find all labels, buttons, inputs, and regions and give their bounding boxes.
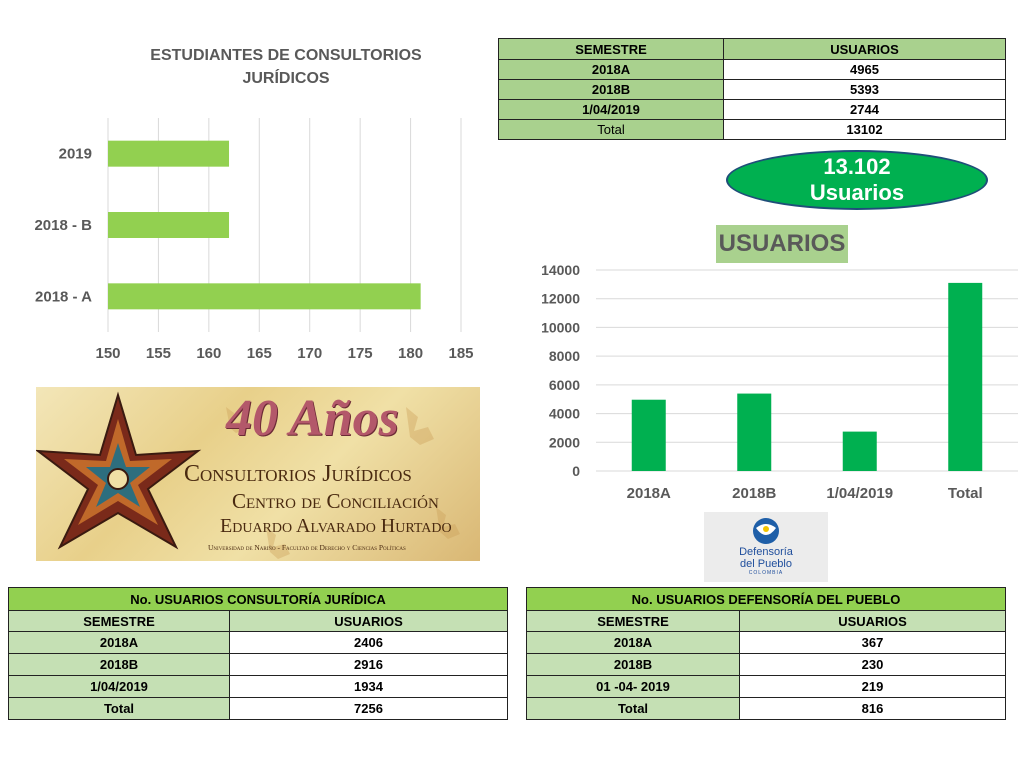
column-header-usuarios: USUARIOS [723, 38, 1006, 60]
y-category-label: 2018 - B [34, 217, 92, 234]
y-tick-label: 4000 [549, 406, 580, 422]
logo-line-universidad: Universidad de Nariño - Facultad de Dere… [208, 543, 406, 552]
defensoria-users-table: No. USUARIOS DEFENSORÍA DEL PUEBLO SEMES… [526, 587, 1006, 720]
table-cell: 2018B [498, 79, 724, 100]
logo-line-consultorios: Consultorios Jurídicos [184, 461, 412, 487]
column-header-usuarios: USUARIOS [739, 610, 1006, 632]
y-tick-label: 14000 [541, 262, 580, 278]
consultoria-users-table: No. USUARIOS CONSULTORÍA JURÍDICA SEMEST… [8, 587, 508, 720]
column-bar [948, 282, 983, 471]
badge-number: 13.102 [823, 154, 891, 179]
table-cell: 816 [739, 697, 1006, 720]
table-cell: Total [526, 697, 740, 720]
star-emblem-icon [36, 391, 460, 559]
table-cell: 5393 [723, 79, 1006, 100]
x-category-label: Total [948, 485, 983, 502]
bar-chart-title-line2: JURÍDICOS [242, 70, 330, 87]
y-tick-label: 12000 [541, 291, 580, 307]
y-tick-label: 2000 [549, 434, 580, 450]
bar-chart-title: ESTUDIANTES DE CONSULTORIOS JURÍDICOS [110, 44, 462, 90]
table-cell: 1934 [229, 675, 508, 698]
table-cell: Total [8, 697, 230, 720]
table-cell: 2406 [229, 631, 508, 654]
total-users-badge: 13.102 Usuarios [726, 150, 988, 210]
x-tick-label: 165 [247, 345, 272, 362]
logo-line-eduardo: Eduardo Alvarado Hurtado [220, 515, 452, 537]
column-chart-title: USUARIOS [716, 225, 848, 263]
table-cell: 01 -04- 2019 [526, 675, 740, 698]
badge-label: Usuarios [809, 180, 905, 205]
y-tick-label: 10000 [541, 319, 580, 335]
table-cell: 1/04/2019 [498, 99, 724, 120]
y-tick-label: 6000 [549, 377, 580, 393]
y-tick-label: 0 [572, 463, 580, 479]
x-category-label: 1/04/2019 [826, 485, 893, 502]
x-tick-label: 185 [448, 345, 473, 362]
table-cell: 2018B [8, 653, 230, 676]
usuarios-summary-table: SEMESTRE USUARIOS 2018A 4965 2018B 5393 … [498, 38, 1006, 140]
column-header-semestre: SEMESTRE [526, 610, 740, 632]
defensoria-logo: Defensoría del Pueblo COLOMBIA [704, 512, 828, 582]
table-cell: 2018A [526, 631, 740, 654]
table-cell: 2744 [723, 99, 1006, 120]
bar [108, 283, 421, 310]
table-cell: 7256 [229, 697, 508, 720]
x-tick-label: 150 [95, 345, 120, 362]
users-column-chart: 0 2000 4000 6000 8000 10000 12000 14000 2018A 201… [541, 262, 1018, 502]
x-tick-label: 175 [348, 345, 373, 362]
x-tick-label: 170 [297, 345, 322, 362]
column-bar [737, 393, 772, 471]
logo-line-centro: Centro de Conciliación [232, 489, 439, 513]
defensoria-country: COLOMBIA [748, 570, 784, 576]
table-cell: 2916 [229, 653, 508, 676]
table-cell: 367 [739, 631, 1006, 654]
table-title: No. USUARIOS DEFENSORÍA DEL PUEBLO [526, 587, 1006, 611]
defensoria-name-2: del Pueblo [740, 558, 792, 570]
y-category-label: 2019 [59, 146, 92, 163]
column-header-usuarios: USUARIOS [229, 610, 508, 632]
defensoria-emblem-icon [753, 518, 779, 544]
table-cell: 2018B [526, 653, 740, 676]
x-tick-label: 160 [196, 345, 221, 362]
table-cell: 13102 [723, 119, 1006, 140]
logo-anniversary: 40 Años [226, 390, 399, 447]
y-category-label: 2018 - A [35, 288, 92, 305]
column-bar [842, 431, 877, 471]
column-bar [631, 399, 666, 471]
x-category-label: 2018B [732, 485, 776, 502]
table-cell: 230 [739, 653, 1006, 676]
bar [108, 140, 230, 167]
table-cell: 4965 [723, 59, 1006, 80]
column-header-semestre: SEMESTRE [8, 610, 230, 632]
table-cell: Total [498, 119, 724, 140]
column-header-semestre: SEMESTRE [498, 38, 724, 60]
table-title: No. USUARIOS CONSULTORÍA JURÍDICA [8, 587, 508, 611]
students-bar-chart: 150 155 160 165 170 175 180 185 2019 2018 - B 2018… [34, 118, 474, 362]
defensoria-name: Defensoría [739, 546, 793, 558]
table-cell: 2018A [8, 631, 230, 654]
consultorios-logo-banner: 40 Años Consultorios Jurídicos Centro de… [36, 387, 480, 561]
x-tick-label: 180 [398, 345, 423, 362]
x-tick-label: 155 [146, 345, 171, 362]
y-tick-label: 8000 [549, 348, 580, 364]
table-cell: 1/04/2019 [8, 675, 230, 698]
bar [108, 212, 230, 238]
bar-chart-title-line1: ESTUDIANTES DE CONSULTORIOS [150, 47, 422, 64]
table-cell: 219 [739, 675, 1006, 698]
table-cell: 2018A [498, 59, 724, 80]
x-category-label: 2018A [627, 485, 671, 502]
